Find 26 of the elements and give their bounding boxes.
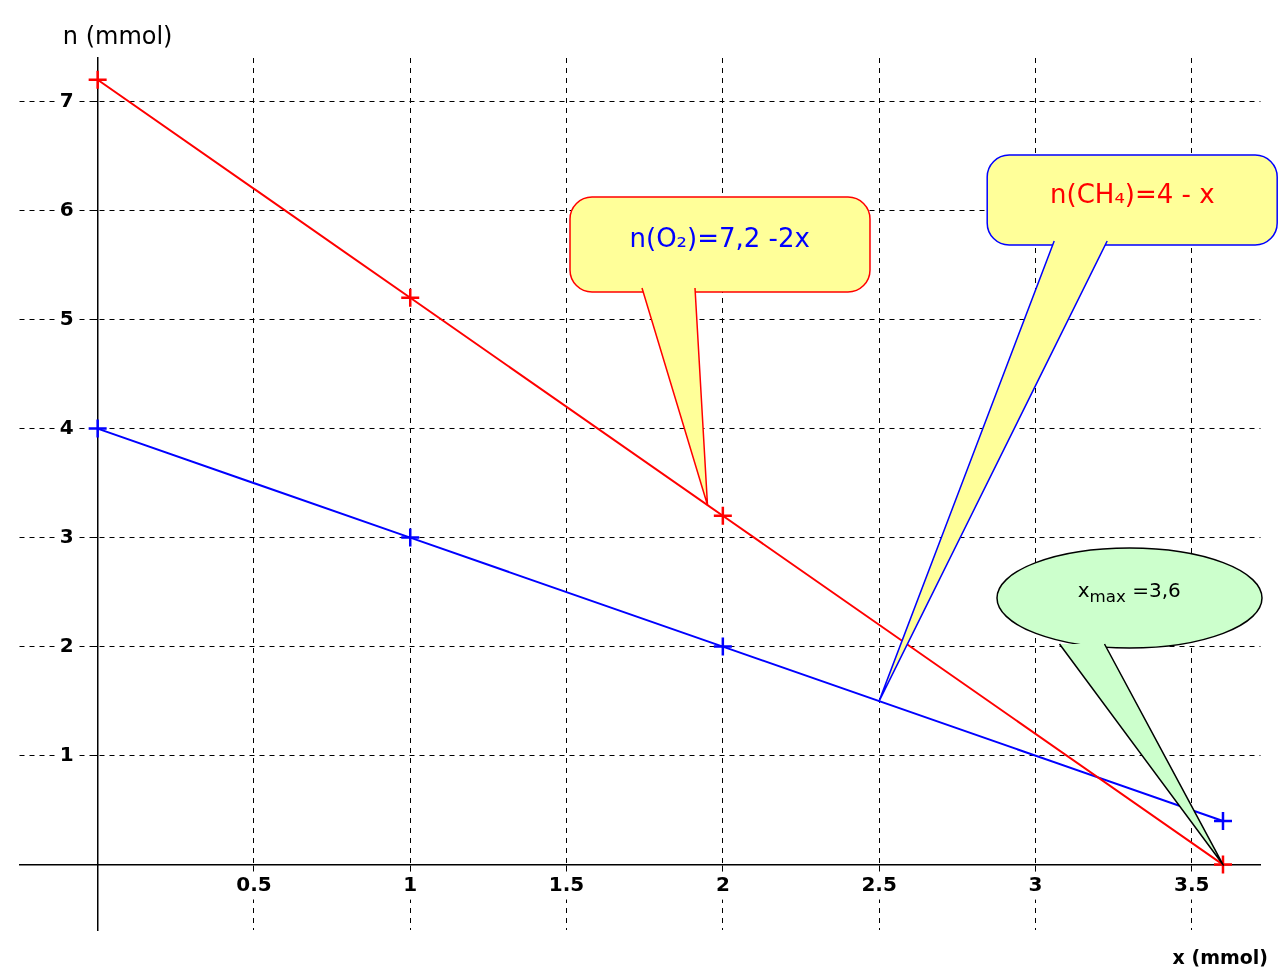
point [1212,810,1234,832]
annotation: n(CH₄)=4 - x [1050,178,1215,209]
point [87,418,108,439]
x-axis-title: x (mmol) [1172,946,1268,968]
y-tick-label: 6 [59,196,74,221]
x-tick-label: 3.5 [1174,871,1210,896]
point [87,69,108,91]
x-tick-label: 1.5 [548,871,585,896]
x-tick-label: 2.5 [861,871,897,896]
annotation: x$_{max}$ =3,6 [1077,577,1181,606]
y-tick-label: 7 [59,87,74,112]
y-tick-label: 5 [59,305,74,330]
point [712,505,734,527]
y-tick-label: 4 [59,414,74,439]
y-tick-label: 3 [59,523,74,548]
x-tick-label: 2 [715,871,730,896]
x-tick-label: 0.5 [236,871,272,896]
x-tick-label: 1 [403,871,418,896]
y-axis-title: n (mmol) [62,22,173,50]
point [399,527,421,548]
annotation: n(O₂)=7,2 -2x [629,223,810,254]
y-tick-label: 1 [59,741,74,766]
point [399,287,421,309]
point [712,636,734,657]
y-tick-label: 2 [59,632,74,657]
x-tick-label: 3 [1028,871,1043,896]
